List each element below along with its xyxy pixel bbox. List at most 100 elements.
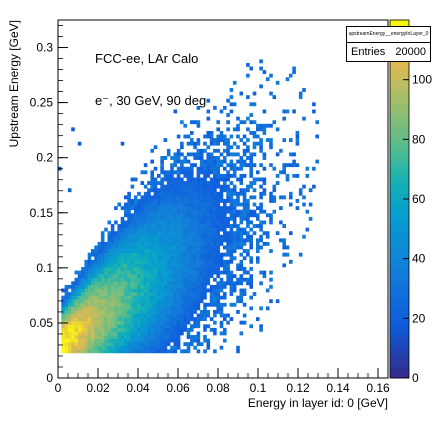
histogram-bin	[143, 241, 148, 246]
histogram-bin	[186, 173, 191, 178]
histogram-bin	[206, 184, 211, 189]
histogram-bin	[150, 245, 154, 250]
histogram-bin	[153, 181, 158, 185]
histogram-bin	[143, 199, 148, 203]
histogram-bin	[265, 241, 270, 246]
histogram-bin	[223, 295, 227, 300]
histogram-bin	[219, 220, 224, 225]
histogram-bin	[166, 170, 171, 175]
histogram-bin	[127, 216, 131, 221]
histogram-bin	[160, 188, 164, 193]
histogram-bin	[232, 152, 237, 157]
histogram-bin	[91, 302, 95, 307]
histogram-bin	[160, 345, 164, 350]
histogram-bin	[183, 256, 187, 261]
histogram-bin	[180, 195, 184, 200]
histogram-bin	[232, 281, 237, 286]
histogram-bin	[137, 270, 141, 275]
histogram-bin	[137, 335, 141, 339]
histogram-bin	[97, 299, 102, 304]
histogram-bin	[209, 181, 214, 185]
histogram-bin	[166, 349, 171, 354]
histogram-bin	[183, 349, 187, 354]
histogram-bin	[183, 181, 187, 185]
histogram-bin	[67, 306, 72, 311]
histogram-bin	[160, 331, 164, 336]
histogram-bin	[87, 252, 92, 257]
histogram-bin	[114, 270, 118, 275]
histogram-bin	[216, 170, 220, 175]
colorbar-segment	[390, 306, 409, 313]
histogram-bin	[229, 213, 234, 218]
histogram-bin	[246, 199, 250, 203]
histogram-bin	[100, 324, 105, 329]
histogram-bin	[147, 349, 151, 354]
histogram-bin	[282, 109, 286, 114]
histogram-bin	[199, 188, 204, 193]
histogram-bin	[133, 313, 138, 318]
histogram-bin	[137, 295, 141, 300]
histogram-bin	[209, 206, 214, 211]
histogram-bin	[97, 252, 102, 257]
histogram-bin	[150, 177, 154, 182]
histogram-bin	[199, 202, 204, 207]
histogram-bin	[130, 317, 135, 322]
histogram-bin	[94, 259, 98, 264]
histogram-bin	[153, 177, 158, 182]
histogram-bin	[147, 327, 151, 332]
histogram-bin	[173, 270, 178, 275]
histogram-bin	[173, 256, 178, 261]
histogram-bin	[157, 292, 161, 296]
histogram-bin	[153, 188, 158, 193]
histogram-bin	[120, 224, 125, 228]
histogram-bin	[176, 284, 181, 289]
histogram-bin	[110, 256, 115, 261]
histogram-bin	[140, 299, 145, 304]
histogram-bin	[256, 123, 260, 128]
histogram-bin	[127, 281, 131, 286]
histogram-bin	[71, 327, 75, 332]
histogram-bin	[269, 277, 273, 282]
histogram-bin	[183, 292, 187, 296]
histogram-bin	[183, 195, 187, 200]
histogram-bin	[137, 338, 141, 343]
histogram-bin	[180, 331, 184, 336]
histogram-bin	[206, 259, 211, 264]
histogram-bin	[137, 231, 141, 236]
histogram-bin	[166, 220, 171, 225]
histogram-bin	[176, 288, 181, 293]
histogram-bin	[137, 317, 141, 322]
histogram-bin	[140, 252, 145, 257]
histogram-bin	[173, 152, 178, 157]
histogram-bin	[74, 295, 79, 300]
histogram-bin	[137, 327, 141, 332]
histogram-bin	[166, 281, 171, 286]
histogram-bin	[213, 349, 217, 354]
histogram-bin	[114, 292, 118, 296]
histogram-bin	[137, 234, 141, 239]
histogram-bin	[64, 327, 69, 332]
histogram-bin	[100, 327, 105, 332]
histogram-bin	[216, 220, 220, 225]
histogram-bin	[160, 327, 164, 332]
histogram-bin	[236, 281, 240, 286]
histogram-bin	[186, 206, 191, 211]
histogram-bin	[84, 324, 88, 329]
histogram-bin	[213, 105, 217, 110]
histogram-bin	[289, 202, 293, 207]
histogram-bin	[120, 259, 125, 264]
histogram-bin	[259, 245, 263, 250]
histogram-bin	[127, 349, 131, 354]
histogram-bin	[133, 281, 138, 286]
histogram-bin	[209, 263, 214, 268]
histogram-bin	[143, 270, 148, 275]
histogram-bin	[242, 241, 247, 246]
histogram-bin	[114, 306, 118, 311]
histogram-bin	[61, 327, 65, 332]
histogram-bin	[130, 313, 135, 318]
histogram-bin	[216, 245, 220, 250]
histogram-bin	[157, 245, 161, 250]
histogram-bin	[150, 313, 154, 318]
histogram-bin	[186, 259, 191, 264]
histogram-bin	[236, 349, 240, 354]
